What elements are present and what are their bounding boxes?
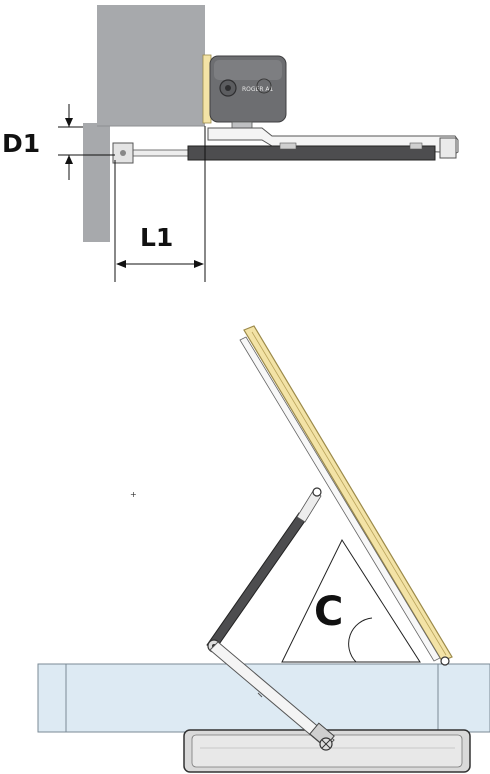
- side-actuator-top-pivot: [312, 487, 322, 497]
- side-lever-mark: [257, 692, 263, 698]
- side-actuator-body: [206, 512, 308, 651]
- angle-triangle: [281, 538, 421, 663]
- side-actuator-rod: [296, 490, 322, 523]
- side-view: + C: [37, 325, 490, 773]
- sill-band: [37, 663, 490, 733]
- lever-end-bracket: [439, 137, 457, 159]
- motor-lock-core: [225, 85, 231, 91]
- l1-dimension: [114, 126, 206, 282]
- d1-dimension: [58, 104, 115, 180]
- gate-leaf: [243, 325, 453, 662]
- actuator-rod: [124, 149, 196, 157]
- pillar-upper: [97, 5, 205, 126]
- pillar-lower: [83, 123, 110, 242]
- center-marker: +: [130, 490, 137, 499]
- pivot-cross-b: [321, 739, 331, 749]
- bracket-clip-2: [409, 142, 423, 150]
- angle-arc: [348, 617, 373, 663]
- gate-leaf-inner-edge: [251, 331, 447, 656]
- d1-label: D1: [2, 129, 40, 158]
- gate-frame-strip: [239, 336, 441, 662]
- actuator-hinge-pin: [120, 150, 126, 156]
- bracket-clip: [279, 142, 297, 150]
- gate-hinge: [440, 656, 450, 666]
- side-lever-arm: [209, 641, 335, 749]
- l1-label: L1: [140, 223, 173, 252]
- c-label: C: [314, 589, 343, 635]
- top-view: ROGER A1 D1 L1: [2, 5, 459, 282]
- motor-top-highlight: [214, 60, 282, 80]
- motor-release-ring: [256, 78, 272, 94]
- actuator-body: [187, 145, 436, 161]
